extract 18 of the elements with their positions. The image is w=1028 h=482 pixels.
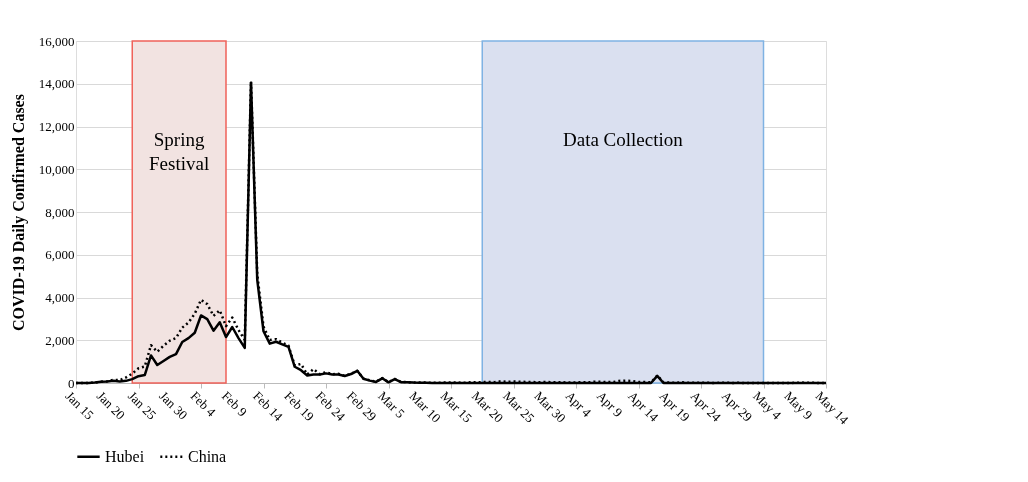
y-axis-title: COVID-19 Daily Confirmed Cases: [9, 94, 28, 331]
y-tick-label: 6,000: [45, 247, 75, 263]
legend-label: Hubei: [105, 447, 145, 465]
y-tick-label: 2,000: [45, 332, 75, 348]
x-tick-label: Mar 5: [375, 388, 408, 421]
y-tick-label: 16,000: [38, 33, 75, 49]
y-tick-label: 4,000: [45, 290, 75, 305]
y-tick-label: 12,000: [38, 119, 75, 134]
y-tick-label: 14,000: [38, 76, 75, 92]
band-label: Data Collection: [562, 129, 684, 150]
y-tick-label: 10,000: [38, 161, 75, 177]
x-tick-label: Apr 9: [593, 388, 626, 420]
y-tick-label: 8,000: [45, 204, 75, 220]
y-tick-label: 0: [68, 375, 75, 391]
band-label: Spring Festival: [149, 129, 210, 174]
legend-label: China: [188, 447, 227, 465]
x-tick-label: Feb 9: [218, 388, 251, 420]
x-tick-label: Jan 15: [62, 388, 97, 423]
